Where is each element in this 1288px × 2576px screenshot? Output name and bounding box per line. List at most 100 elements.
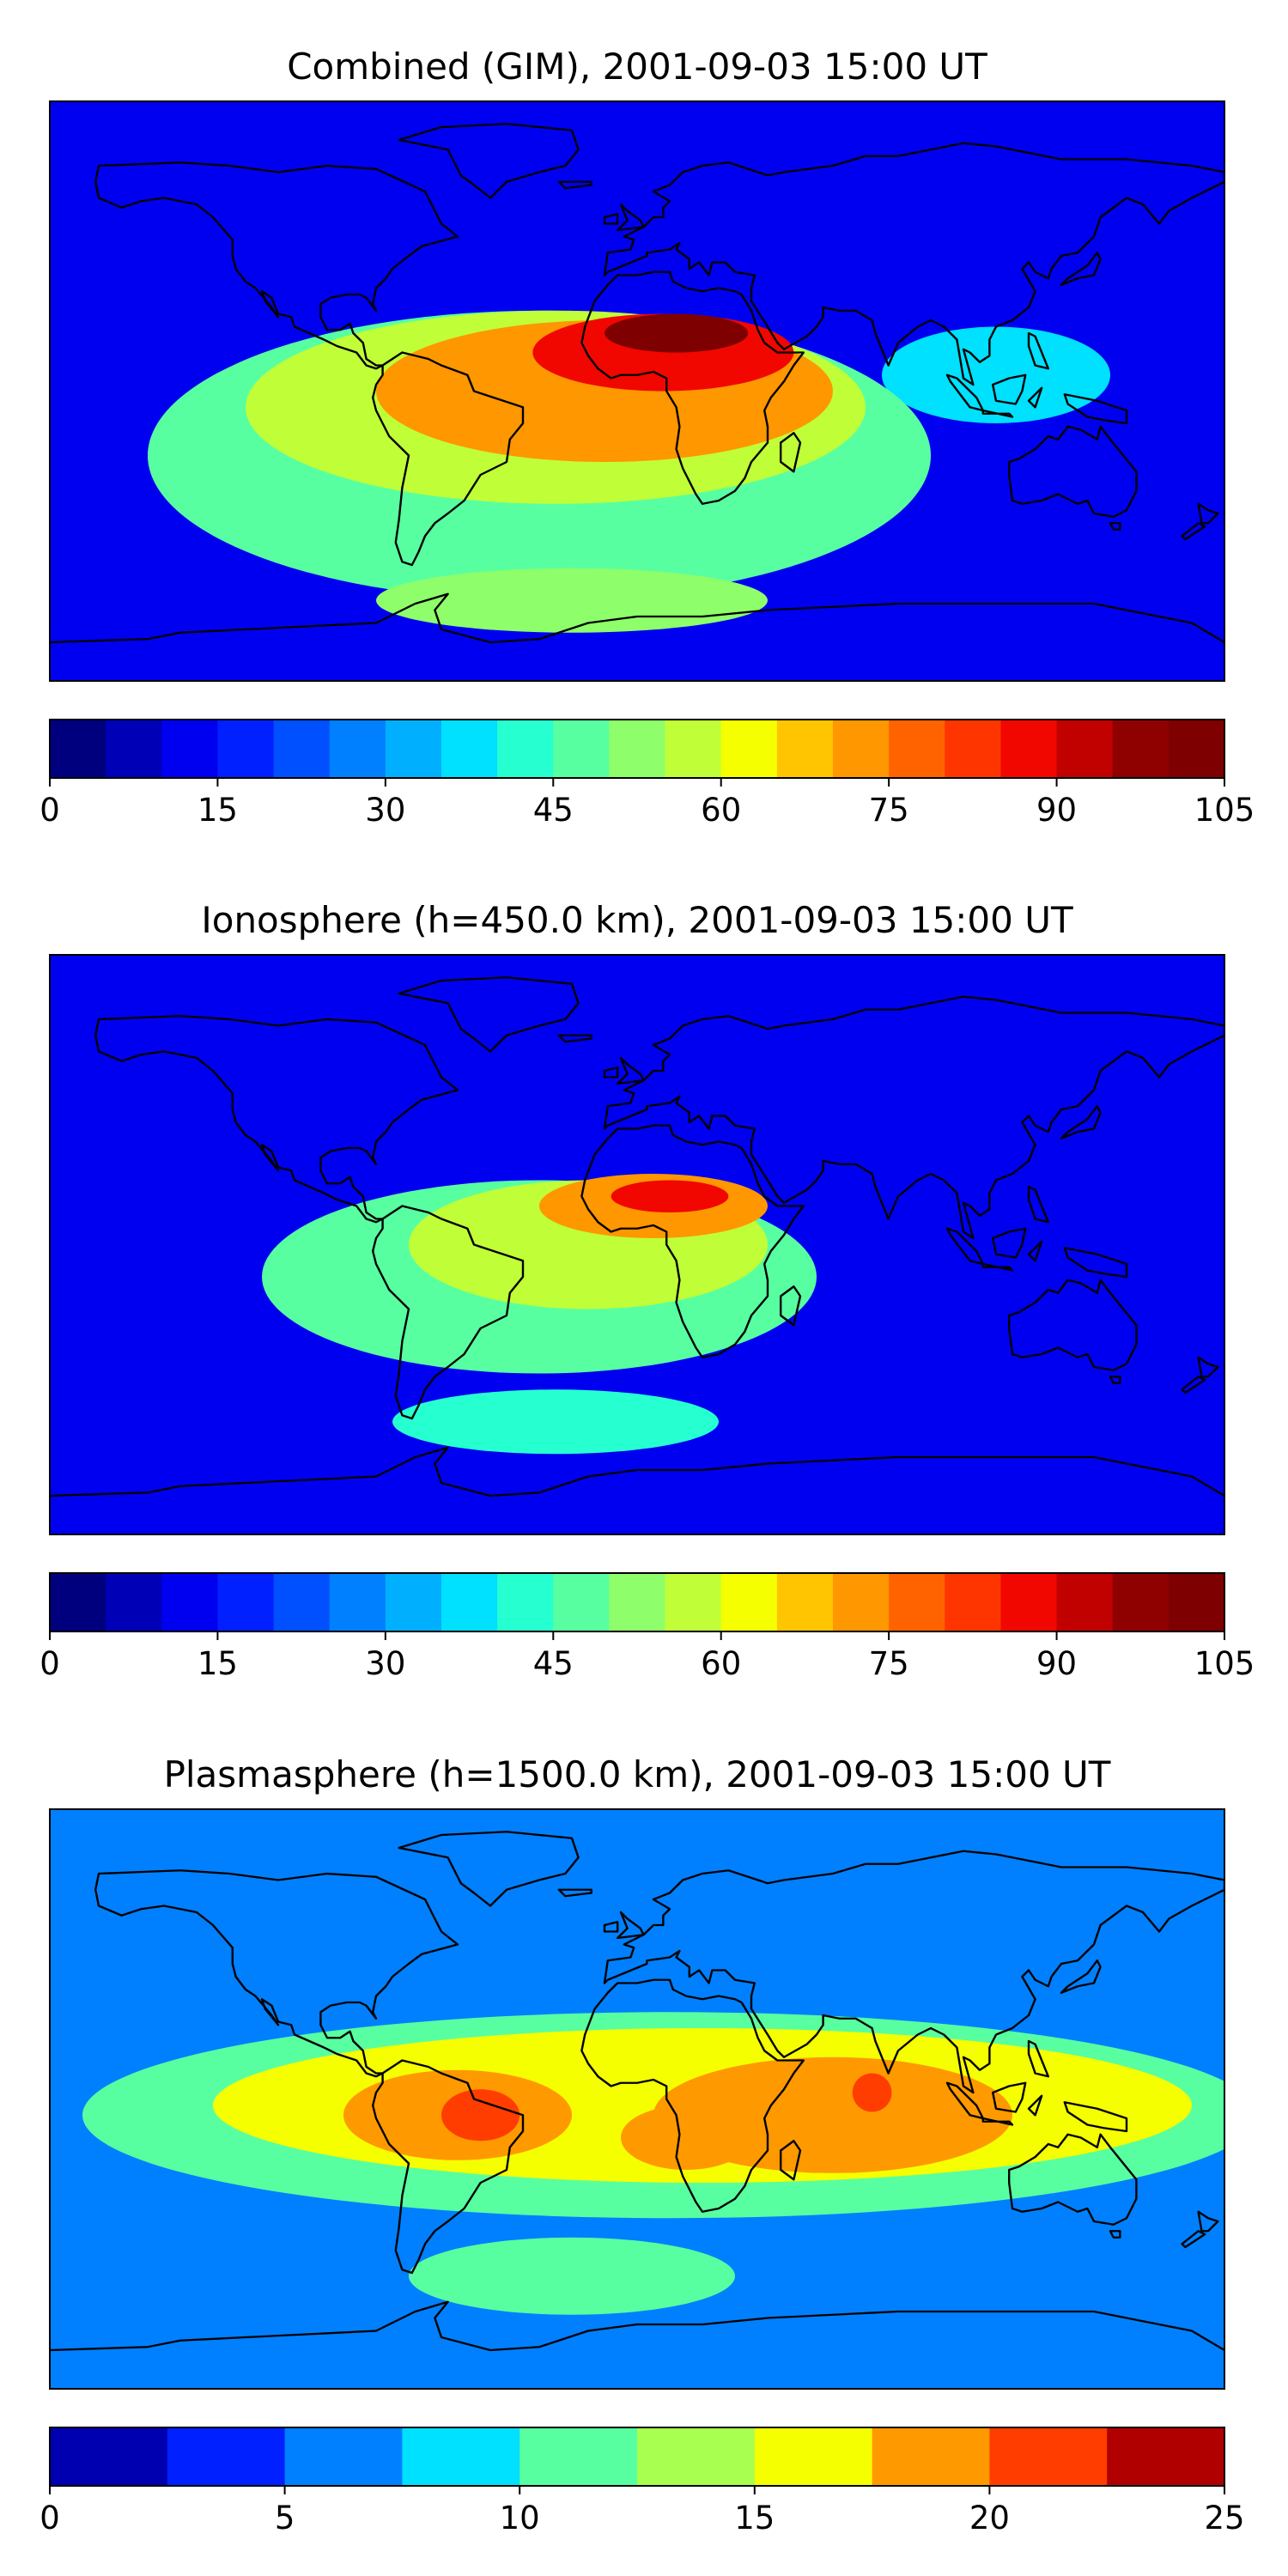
colorbar-swatch (329, 1573, 386, 1631)
colorbar-swatch (441, 720, 498, 778)
map-field (50, 955, 1224, 1534)
colorbar-swatch (497, 1573, 554, 1631)
colorbar-swatch (720, 1573, 778, 1631)
colorbar-swatch (754, 2427, 873, 2486)
colorbar-swatch (167, 2427, 286, 2486)
colorbar-tick-label: 30 (365, 1645, 405, 1682)
colorbar-frame (49, 2427, 1225, 2487)
panel-title: Combined (GIM), 2001-09-03 15:00 UT (287, 46, 987, 88)
panel-1: Combined (GIM), 2001-09-03 15:00 UT 0 15 30… (39, 46, 1255, 829)
colorbar-tick-label: 75 (869, 792, 909, 829)
contour-feature (441, 2089, 520, 2142)
colorbar-swatch (776, 1573, 834, 1631)
colorbar-tick-label: 90 (1036, 792, 1077, 829)
colorbar-tick-label: 60 (701, 792, 741, 829)
colorbar-swatch (609, 720, 666, 778)
colorbar-swatch (872, 2427, 990, 2486)
colorbar-swatch (1112, 720, 1170, 778)
colorbar-swatch (273, 1573, 331, 1631)
colorbar-tick-label: 0 (39, 1645, 60, 1682)
colorbar-tick-label: 105 (1194, 792, 1255, 829)
colorbar-swatch (665, 1573, 722, 1631)
colorbar-swatch (519, 2427, 638, 2486)
colorbar-tick-label: 5 (275, 2500, 295, 2537)
colorbar-swatch (497, 720, 554, 778)
colorbar-swatch (50, 2427, 168, 2486)
colorbar-tick-label: 15 (197, 792, 238, 829)
colorbar-tick-label: 105 (1194, 1645, 1255, 1682)
colorbar-swatch (329, 720, 386, 778)
colorbar-swatch (402, 2427, 520, 2486)
colorbar-swatch (385, 1573, 442, 1631)
colorbar-swatch (945, 720, 1002, 778)
colorbar-tick-label: 0 (39, 792, 60, 829)
colorbar-swatch (945, 1573, 1002, 1631)
colorbar-swatch (385, 720, 442, 778)
colorbar-swatch (284, 2427, 403, 2486)
colorbar-swatch (50, 1573, 106, 1631)
colorbar: 0 15 30 45 60 75 90 105 (39, 1572, 1255, 1682)
colorbar-swatch (1000, 1573, 1058, 1631)
colorbar-swatch (889, 1573, 945, 1631)
colorbar: 0 5 10 15 20 25 (39, 2427, 1245, 2537)
colorbar-tick-label: 45 (533, 792, 574, 829)
contour-feature (611, 1180, 729, 1212)
contour-feature (409, 2237, 735, 2315)
colorbar-tick-label: 20 (969, 2500, 1010, 2537)
colorbar-swatch (1112, 1573, 1170, 1631)
colorbar-swatch (889, 720, 945, 778)
contour-feature (882, 326, 1110, 423)
colorbar-swatch (106, 720, 162, 778)
colorbar-swatch (833, 720, 890, 778)
colorbar-swatch (1107, 2427, 1225, 2486)
colorbar-swatch (989, 2427, 1108, 2486)
colorbar-swatch (1168, 1573, 1225, 1631)
colorbar-swatch (106, 1573, 162, 1631)
colorbar-swatch (217, 720, 275, 778)
colorbar: 0 15 30 45 60 75 90 105 (39, 719, 1255, 829)
colorbar-swatch (1056, 1573, 1114, 1631)
contour-feature (392, 1389, 719, 1455)
colorbar-tick-label: 90 (1036, 1645, 1077, 1682)
map-field (50, 101, 1224, 681)
colorbar-swatch (273, 720, 331, 778)
colorbar-swatch (1168, 720, 1225, 778)
colorbar-tick-label: 30 (365, 792, 405, 829)
panel-title: Plasmasphere (h=1500.0 km), 2001-09-03 1… (164, 1753, 1111, 1795)
panel-2: Ionosphere (h=450.0 km), 2001-09-03 15:0… (39, 899, 1255, 1682)
contour-feature (852, 2073, 892, 2112)
colorbar-swatch (161, 720, 219, 778)
panel-title: Ionosphere (h=450.0 km), 2001-09-03 15:0… (201, 899, 1073, 941)
contour-feature (605, 313, 749, 353)
contour-feature (376, 568, 768, 633)
map-frame (49, 1808, 1225, 2390)
colorbar-tick-label: 10 (500, 2500, 540, 2537)
colorbar-frame (49, 1572, 1225, 1632)
colorbar-tick-label: 0 (39, 2500, 60, 2537)
colorbar-tick-label: 15 (734, 2500, 775, 2537)
colorbar-swatch (609, 1573, 666, 1631)
colorbar-tick-label: 15 (197, 1645, 238, 1682)
colorbar-swatch (161, 1573, 219, 1631)
colorbar-swatch (1000, 720, 1058, 778)
colorbar-swatch (441, 1573, 498, 1631)
colorbar-swatch (553, 720, 611, 778)
colorbar-tick-label: 75 (869, 1645, 909, 1682)
colorbar-tick-label: 25 (1204, 2500, 1244, 2537)
map-frame (49, 954, 1225, 1535)
panel-3: Plasmasphere (h=1500.0 km), 2001-09-03 1… (39, 1753, 1245, 2537)
colorbar-swatch (637, 2427, 756, 2486)
colorbar-swatch (1056, 720, 1114, 778)
map-frame (49, 100, 1225, 682)
colorbar-swatch (720, 720, 778, 778)
colorbar-swatch (50, 720, 106, 778)
contour-feature (842, 1187, 921, 1225)
colorbar-swatch (665, 720, 722, 778)
colorbar-swatch (776, 720, 834, 778)
colorbar-swatch (833, 1573, 890, 1631)
contour-feature (621, 2105, 751, 2170)
map-field (50, 1809, 1224, 2389)
colorbar-tick-label: 45 (533, 1645, 574, 1682)
colorbar-swatch (553, 1573, 611, 1631)
